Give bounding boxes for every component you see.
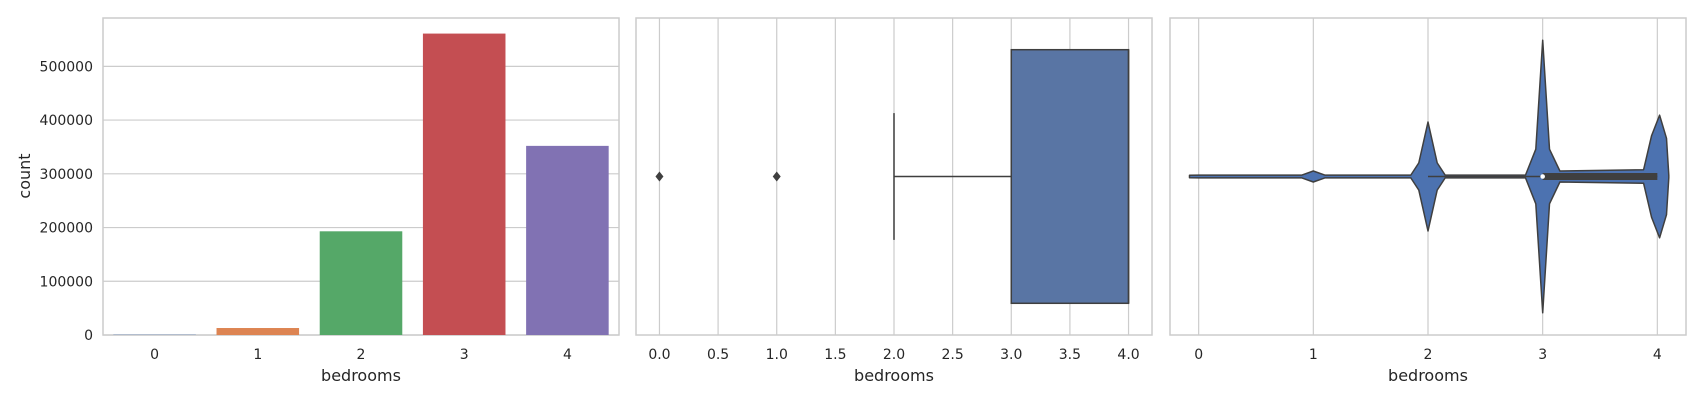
box-plot-x-tick-label: 3.5	[1059, 347, 1081, 363]
bar-chart-y-tick-label: 200000	[40, 221, 93, 237]
box-plot-x-tick-label: 2.0	[883, 347, 905, 363]
bar-chart-x-tick-label: 2	[357, 347, 366, 363]
violin-plot-x-tick-label: 2	[1424, 347, 1433, 363]
box-plot-outlier	[655, 171, 664, 182]
bar-chart-y-tick-label: 0	[84, 328, 93, 344]
box-plot-x-ticks: 0.0 0.5 1.0 1.5 2.0 2.5 3.0 3.5 4.0	[648, 347, 1139, 363]
box-plot-x-tick-label: 1.0	[766, 347, 788, 363]
box-plot-x-tick-label: 1.5	[824, 347, 846, 363]
box-plot-x-tick-label: 3.0	[1000, 347, 1022, 363]
bar-chart-x-label: bedrooms	[321, 366, 401, 385]
violin-plot-x-label: bedrooms	[1388, 366, 1468, 385]
bar-chart-x-ticks: 0 1 2 3 4	[150, 347, 572, 363]
box-plot-x-tick-label: 2.5	[942, 347, 964, 363]
bar-chart-y-ticks: 0 100000 200000 300000 400000 500000	[40, 59, 93, 344]
bar-chart-x-tick-label: 1	[253, 347, 262, 363]
bar-chart-axes: 0 100000 200000 300000 400000 500000 0 1 2 3 4 be…	[15, 17, 620, 385]
bar-chart-x-tick-label: 3	[460, 347, 469, 363]
bar	[216, 328, 300, 335]
bar-chart-bars	[113, 33, 609, 335]
box-plot-x-tick-label: 0.5	[707, 347, 729, 363]
violin-plot-x-tick-label: 0	[1194, 347, 1203, 363]
box-plot-box-rect	[1010, 48, 1130, 305]
violin-plot-axes: 0 1 2 3 4 bedrooms	[1169, 17, 1687, 385]
box-plot-x-tick-label: 0.0	[648, 347, 670, 363]
box-plot-outlier	[772, 171, 781, 182]
violin-plot-x-tick-label: 1	[1309, 347, 1318, 363]
box-plot-x-tick-label: 4.0	[1117, 347, 1139, 363]
bar-chart-x-tick-label: 0	[150, 347, 159, 363]
violin-median-marker	[1540, 174, 1545, 179]
box-plot-x-label: bedrooms	[854, 366, 934, 385]
box-plot-axes: 0.0 0.5 1.0 1.5 2.0 2.5 3.0 3.5 4.0 bedrooms	[635, 17, 1153, 385]
bar-chart-y-tick-label: 400000	[40, 113, 93, 129]
box-plot-box	[655, 48, 1130, 305]
bar-chart-y-tick-label: 100000	[40, 274, 93, 290]
violin-plot-x-tick-label: 3	[1538, 347, 1547, 363]
bar-chart-y-tick-label: 500000	[40, 59, 93, 75]
bar-chart-y-tick-label: 300000	[40, 167, 93, 183]
violin-plot-body	[1188, 39, 1670, 314]
bar-chart-y-label: count	[15, 153, 34, 198]
bar	[319, 231, 403, 335]
violin-inner-box	[1542, 173, 1658, 180]
bar	[526, 145, 609, 335]
violin-plot-x-ticks: 0 1 2 3 4	[1194, 347, 1662, 363]
bar-chart-x-tick-label: 4	[563, 347, 572, 363]
bar	[422, 33, 506, 335]
violin-plot-x-tick-label: 4	[1653, 347, 1662, 363]
